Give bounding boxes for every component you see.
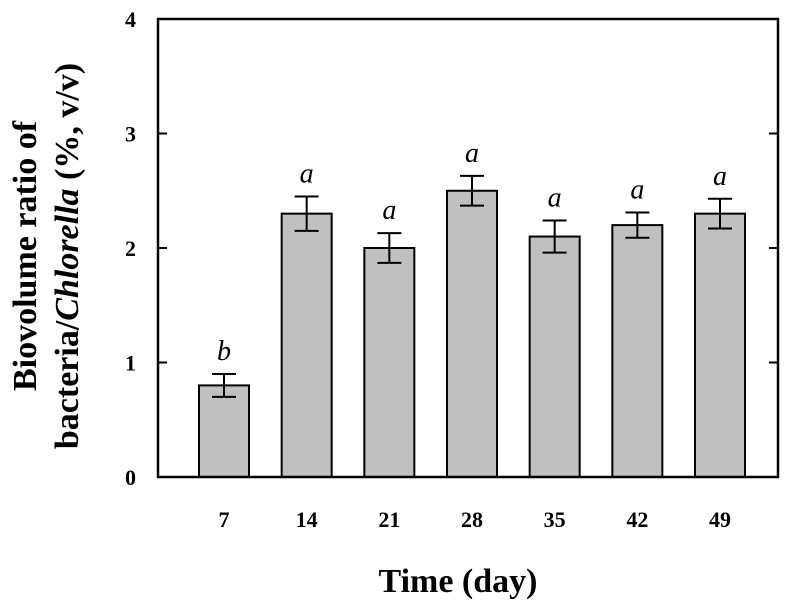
significance-label-35: a xyxy=(548,183,562,214)
y-axis-title-line2: bacteria/Chlorella (%, v/v) xyxy=(49,63,86,449)
y-axis-title-line1: Biovolume ratio of xyxy=(7,120,44,391)
x-tick-label-42: 42 xyxy=(626,507,648,532)
y-tick-label-1: 1 xyxy=(125,351,136,376)
x-tick-label-14: 14 xyxy=(296,507,318,532)
bars-group xyxy=(198,189,746,478)
y-axis-title-prefix: bacteria/ xyxy=(49,320,86,449)
error-bar-35 xyxy=(542,219,567,254)
y-tick-label-0: 0 xyxy=(125,465,136,490)
x-tick-label-7: 7 xyxy=(219,507,230,532)
plot-frame xyxy=(156,17,780,479)
bar-28 xyxy=(446,189,498,478)
y-tick-label-2: 2 xyxy=(125,236,136,261)
bar-49 xyxy=(694,212,746,478)
y-axis-title-suffix: (%, v/v) xyxy=(49,63,86,189)
error-bar-49 xyxy=(708,197,732,230)
bar-14 xyxy=(280,212,333,478)
significance-label-7: b xyxy=(217,336,231,367)
error-bar-21 xyxy=(377,232,402,264)
x-tick-label-21: 21 xyxy=(378,507,400,532)
y-tick-label-4: 4 xyxy=(125,7,136,32)
significance-label-21: a xyxy=(382,195,396,226)
error-bar-7 xyxy=(212,372,236,398)
error-bar-42 xyxy=(625,211,650,239)
significance-labels-group: b a a a a a a xyxy=(217,138,727,367)
x-axis: 7 14 21 28 35 42 49 xyxy=(219,507,732,532)
bar-21 xyxy=(363,247,416,478)
bar-42 xyxy=(611,224,664,478)
significance-label-49: a xyxy=(713,161,727,192)
x-tick-label-28: 28 xyxy=(461,507,483,532)
significance-label-14: a xyxy=(300,158,314,189)
y-axis-title: Biovolume ratio of bacteria/Chlorella (%… xyxy=(7,63,86,449)
significance-label-28: a xyxy=(465,138,479,169)
significance-label-42: a xyxy=(630,175,644,206)
x-tick-label-35: 35 xyxy=(544,507,566,532)
x-tick-label-49: 49 xyxy=(709,507,731,532)
y-axis-title-italic: Chlorella xyxy=(49,188,86,320)
x-axis-title: Time (day) xyxy=(379,563,538,600)
bar-7 xyxy=(198,384,250,478)
y-tick-label-3: 3 xyxy=(125,122,136,147)
bar-35 xyxy=(528,235,581,478)
error-bar-28 xyxy=(460,174,484,207)
error-bars-group xyxy=(212,174,732,398)
error-bar-14 xyxy=(294,195,319,232)
